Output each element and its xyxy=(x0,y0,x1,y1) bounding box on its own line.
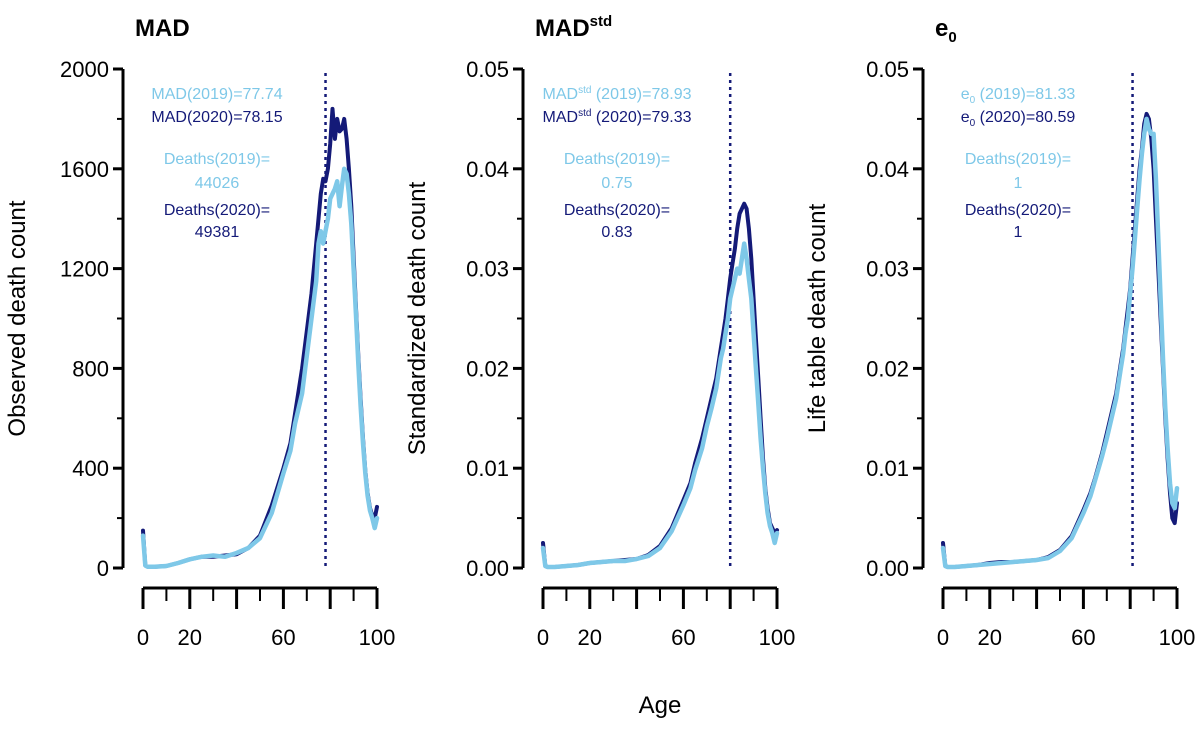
y-tick-label: 2000 xyxy=(60,57,109,82)
y-tick-label: 0.04 xyxy=(866,157,909,182)
x-tick-label: 60 xyxy=(671,625,695,650)
annotation-rest: (2020)=78.15 xyxy=(187,109,283,126)
y-tick-label: 1600 xyxy=(60,157,109,182)
annotation-subscript: 0 xyxy=(970,95,976,106)
annotation-text: e0 (2020)=80.59 xyxy=(961,109,1076,129)
annotation-rest: (2019)=78.93 xyxy=(591,86,691,103)
annotation-text: Deaths(2019)= xyxy=(965,151,1071,168)
x-tick-label: 20 xyxy=(978,625,1002,650)
panel-2: MADstd0.000.010.020.030.040.05Standardiz… xyxy=(404,13,795,650)
y-tick-label: 0.05 xyxy=(466,57,509,82)
y-tick-label: 0.00 xyxy=(466,556,509,581)
y-tick-label: 0.02 xyxy=(866,356,909,381)
x-tick-label: 100 xyxy=(1159,625,1196,650)
y-tick-label: 0 xyxy=(97,556,109,581)
annotation-base: e xyxy=(961,109,970,126)
panel-title-superscript: std xyxy=(590,13,613,30)
y-axis-label: Standardized death count xyxy=(404,181,431,455)
annotation-base: 0.83 xyxy=(601,224,632,241)
y-tick-label: 0.01 xyxy=(866,456,909,481)
x-tick-label: 60 xyxy=(1071,625,1095,650)
x-tick-label: 100 xyxy=(759,625,796,650)
panel-title: MAD xyxy=(135,15,190,42)
annotation-base: Deaths(2020)= xyxy=(965,202,1071,219)
y-tick-label: 800 xyxy=(72,356,109,381)
series-line-2019 xyxy=(940,116,1180,570)
annotation-superscript: std xyxy=(578,108,591,119)
annotation-text: 1 xyxy=(1014,224,1023,241)
y-axis-label: Life table death count xyxy=(804,203,831,433)
annotation-text: 1 xyxy=(1014,175,1023,192)
annotation-base: 49381 xyxy=(195,224,240,241)
y-tick-label: 400 xyxy=(72,456,109,481)
panel-title: e0 xyxy=(935,15,957,46)
annotation-base: MAD xyxy=(543,86,579,103)
annotation-rest: (2020)=80.59 xyxy=(975,109,1075,126)
series-line-2019 xyxy=(140,166,380,570)
series-line-2019 xyxy=(540,241,780,570)
annotation-base: 1 xyxy=(1014,175,1023,192)
x-tick-label: 0 xyxy=(937,625,949,650)
y-tick-label: 0.05 xyxy=(866,57,909,82)
annotation-text: 0.75 xyxy=(601,175,632,192)
annotation-rest: (2019)=81.33 xyxy=(975,86,1075,103)
panel-title-subscript: 0 xyxy=(948,29,956,46)
annotation-base: 0.75 xyxy=(601,175,632,192)
annotation-text: Deaths(2020)= xyxy=(965,202,1071,219)
annotation-text: 44026 xyxy=(195,175,240,192)
annotation-text: Deaths(2019)= xyxy=(564,151,670,168)
annotation-base: Deaths(2019)= xyxy=(564,151,670,168)
y-axis-label: Observed death count xyxy=(4,200,31,436)
annotation-text: Deaths(2020)= xyxy=(564,202,670,219)
x-tick-label: 20 xyxy=(178,625,202,650)
annotation-base: Deaths(2019)= xyxy=(164,151,270,168)
annotation-base: MAD xyxy=(543,109,579,126)
annotation-base: Deaths(2019)= xyxy=(965,151,1071,168)
x-tick-label: 60 xyxy=(271,625,295,650)
annotation-base: e xyxy=(961,86,970,103)
annotation-base: 1 xyxy=(1014,224,1023,241)
panel-title-text: e xyxy=(935,15,948,42)
annotation-text: MADstd (2019)=78.93 xyxy=(543,85,692,103)
y-tick-label: 0.00 xyxy=(866,556,909,581)
annotation-text: MAD(2019)=77.74 xyxy=(151,86,282,103)
annotation-base: MAD xyxy=(151,109,187,126)
x-tick-label: 20 xyxy=(578,625,602,650)
annotation-text: e0 (2019)=81.33 xyxy=(961,86,1076,106)
panel-1: MAD 0 400 800 1200 1600 2000 Observed death cou… xyxy=(4,15,395,650)
panel-title: MADstd xyxy=(535,13,612,42)
annotation-superscript: std xyxy=(578,85,591,96)
annotation-text: MAD(2020)=78.15 xyxy=(151,109,282,126)
annotation-base: 44026 xyxy=(195,175,240,192)
annotation-base: Deaths(2020)= xyxy=(164,202,270,219)
annotation-text: Deaths(2019)= xyxy=(164,151,270,168)
annotation-text: 0.83 xyxy=(601,224,632,241)
annotation-base: MAD xyxy=(151,86,187,103)
annotation-base: Deaths(2020)= xyxy=(564,202,670,219)
annotation-rest: (2019)=77.74 xyxy=(187,86,283,103)
y-tick-label: 1200 xyxy=(60,257,109,282)
x-axis-label: Age xyxy=(639,692,682,719)
panel-title-text: MAD xyxy=(135,15,190,42)
x-tick-label: 0 xyxy=(537,625,549,650)
annotation-text: MADstd (2020)=79.33 xyxy=(543,108,692,126)
annotation-rest: (2020)=79.33 xyxy=(591,109,691,126)
x-tick-label: 0 xyxy=(137,625,149,650)
panel-title-text: MAD xyxy=(535,15,590,42)
x-tick-label: 100 xyxy=(359,625,396,650)
y-tick-label: 0.04 xyxy=(466,157,509,182)
annotation-subscript: 0 xyxy=(970,118,976,129)
series-line-2020 xyxy=(941,111,1179,569)
y-tick-label: 0.02 xyxy=(466,356,509,381)
y-tick-label: 0.01 xyxy=(466,456,509,481)
y-tick-label: 0.03 xyxy=(866,257,909,282)
y-tick-label: 0.03 xyxy=(466,257,509,282)
annotation-text: 49381 xyxy=(195,224,240,241)
annotation-text: Deaths(2020)= xyxy=(164,202,270,219)
